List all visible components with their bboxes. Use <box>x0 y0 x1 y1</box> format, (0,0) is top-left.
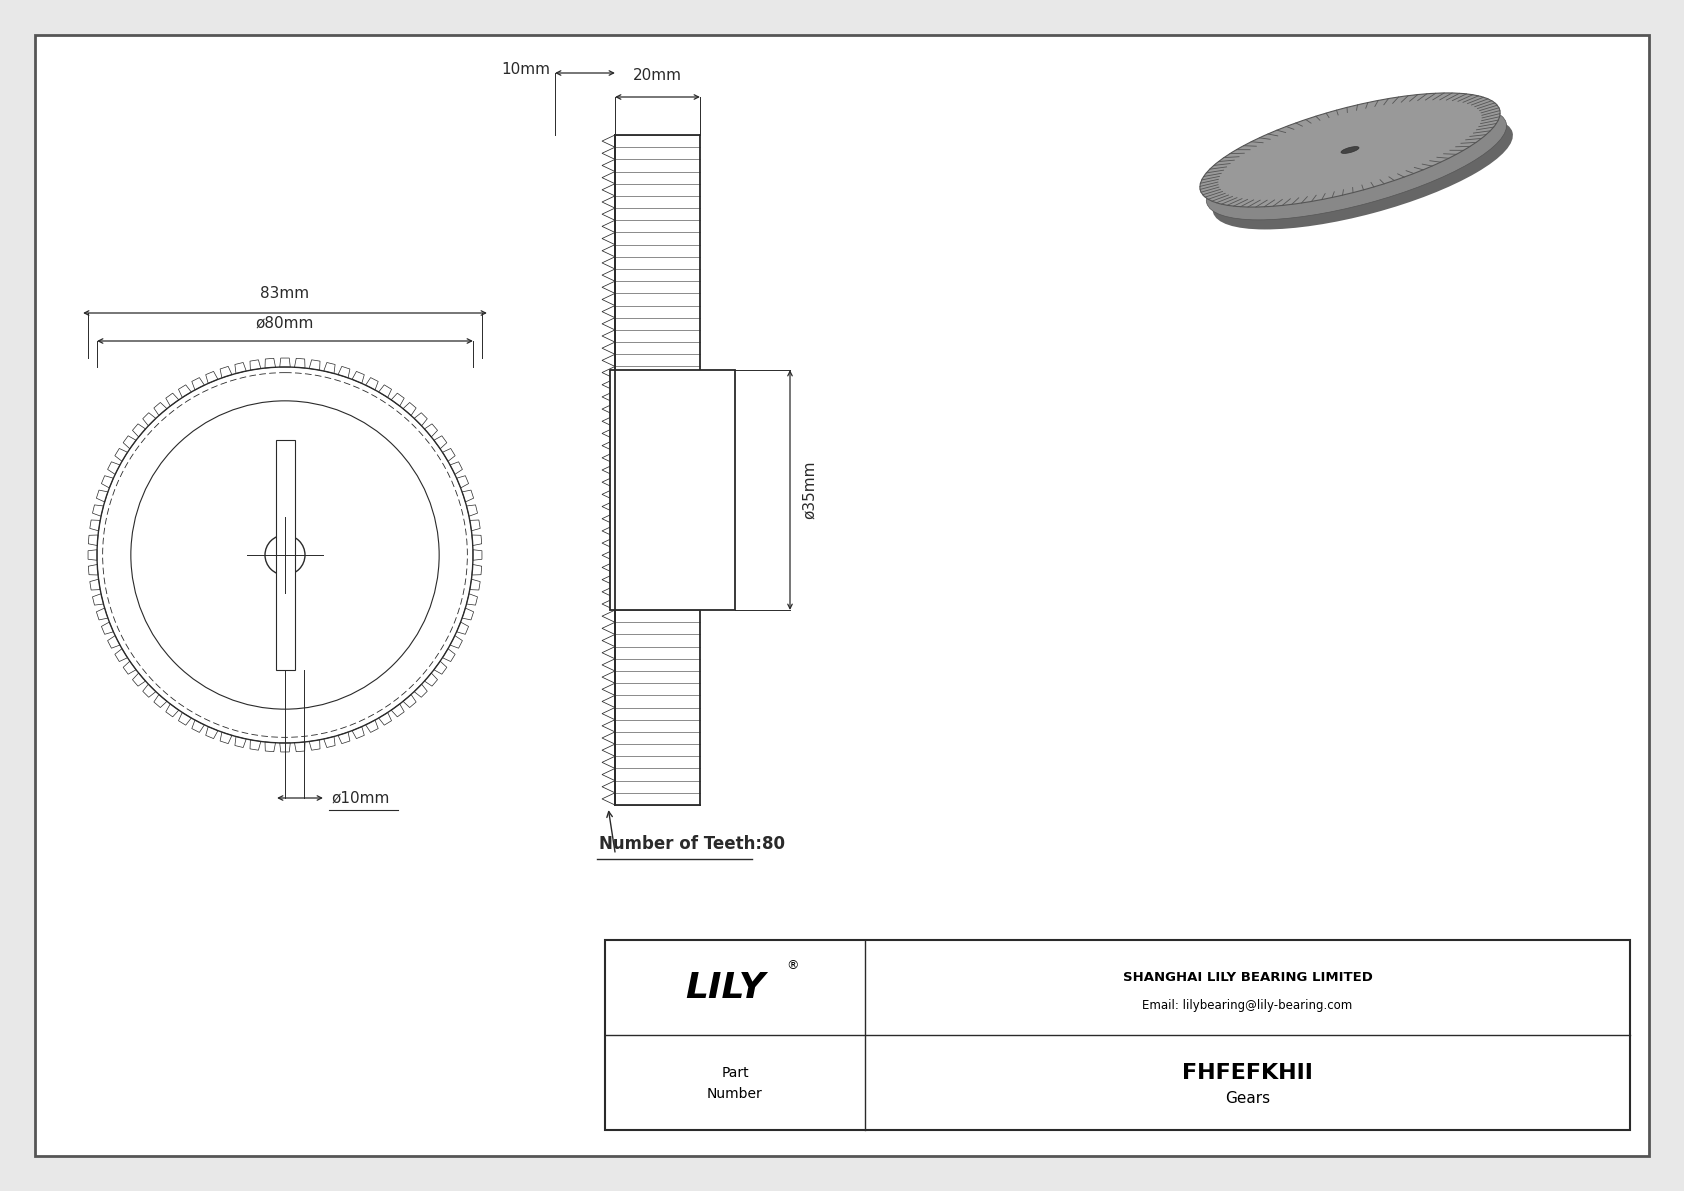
Text: Email: lilybearing@lily-bearing.com: Email: lilybearing@lily-bearing.com <box>1142 999 1352 1012</box>
Bar <box>605 940 1630 1130</box>
Text: 10mm: 10mm <box>502 62 551 77</box>
Text: Number of Teeth:80: Number of Teeth:80 <box>600 835 785 853</box>
Text: ø10mm: ø10mm <box>332 791 389 805</box>
Text: ø80mm: ø80mm <box>256 316 315 331</box>
Bar <box>276 439 295 671</box>
Text: Part: Part <box>721 1066 749 1079</box>
Text: Gears: Gears <box>1224 1091 1270 1106</box>
Ellipse shape <box>1340 146 1359 154</box>
Ellipse shape <box>1201 93 1500 207</box>
Text: 20mm: 20mm <box>633 68 682 83</box>
Circle shape <box>131 401 440 709</box>
Text: Number: Number <box>707 1087 763 1102</box>
Text: LILY: LILY <box>685 971 765 1004</box>
Text: ®: ® <box>786 959 800 972</box>
Bar <box>610 370 734 610</box>
Text: ø35mm: ø35mm <box>802 461 817 519</box>
Ellipse shape <box>1212 116 1512 230</box>
Text: SHANGHAI LILY BEARING LIMITED: SHANGHAI LILY BEARING LIMITED <box>1123 971 1372 984</box>
Circle shape <box>264 535 305 575</box>
Ellipse shape <box>1206 106 1507 220</box>
Text: 83mm: 83mm <box>261 286 310 301</box>
Text: FHFEFKHII: FHFEFKHII <box>1182 1062 1314 1083</box>
